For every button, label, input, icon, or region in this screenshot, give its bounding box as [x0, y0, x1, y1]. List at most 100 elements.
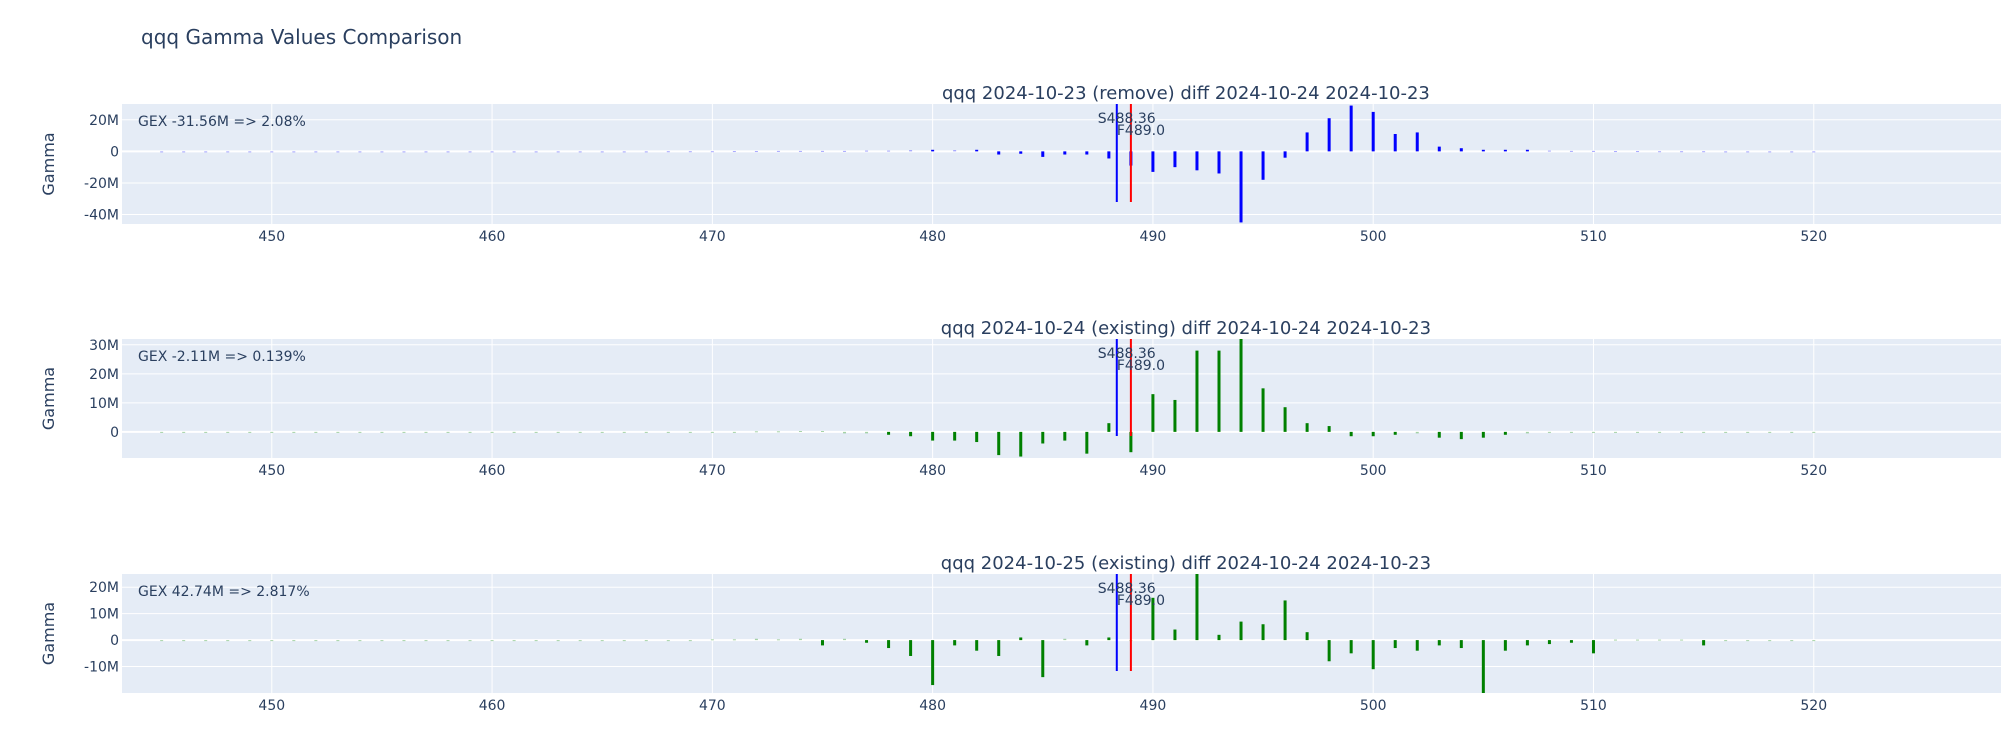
bar[interactable]: [798, 638, 802, 641]
bar[interactable]: [754, 638, 758, 641]
bar[interactable]: [226, 151, 230, 153]
bar[interactable]: [1680, 151, 1684, 153]
bar[interactable]: [622, 640, 626, 642]
bar[interactable]: [270, 640, 274, 642]
bar[interactable]: [1525, 431, 1529, 434]
bar[interactable]: [336, 151, 340, 153]
bar[interactable]: [1019, 151, 1023, 154]
bar[interactable]: [732, 431, 736, 433]
bar[interactable]: [1812, 431, 1816, 433]
bar[interactable]: [666, 431, 670, 433]
bar[interactable]: [1283, 151, 1287, 158]
bar[interactable]: [402, 431, 406, 433]
bar[interactable]: [1724, 431, 1728, 433]
bar[interactable]: [1636, 151, 1640, 153]
bar[interactable]: [1415, 640, 1419, 651]
bar[interactable]: [446, 431, 450, 433]
bar[interactable]: [1305, 132, 1309, 152]
bar[interactable]: [468, 151, 472, 153]
bar[interactable]: [688, 151, 692, 153]
bar[interactable]: [1107, 637, 1111, 641]
bar[interactable]: [1239, 621, 1243, 641]
bar[interactable]: [292, 151, 296, 153]
bar[interactable]: [710, 151, 714, 153]
bar[interactable]: [1724, 640, 1728, 642]
bar[interactable]: [798, 431, 802, 433]
bar[interactable]: [1746, 151, 1750, 153]
bar[interactable]: [270, 431, 274, 433]
bar[interactable]: [1812, 151, 1816, 153]
bar[interactable]: [512, 151, 516, 153]
bar[interactable]: [1261, 624, 1265, 641]
bar[interactable]: [1658, 639, 1662, 641]
bar[interactable]: [1173, 399, 1177, 432]
bar[interactable]: [600, 151, 604, 153]
bar[interactable]: [468, 640, 472, 642]
bar[interactable]: [732, 151, 736, 153]
bar[interactable]: [556, 431, 560, 433]
bar[interactable]: [1702, 151, 1706, 153]
bar[interactable]: [534, 431, 538, 433]
bar[interactable]: [358, 431, 362, 433]
bar[interactable]: [248, 151, 252, 153]
bar[interactable]: [1261, 151, 1265, 180]
bar[interactable]: [754, 431, 758, 433]
bar[interactable]: [1041, 151, 1045, 157]
bar[interactable]: [1768, 431, 1772, 433]
bar[interactable]: [424, 431, 428, 433]
bar[interactable]: [820, 150, 824, 152]
bar[interactable]: [1459, 640, 1463, 649]
bar[interactable]: [1768, 151, 1772, 153]
bar[interactable]: [1239, 339, 1243, 432]
bar[interactable]: [424, 640, 428, 642]
bar[interactable]: [1724, 151, 1728, 153]
bar[interactable]: [358, 151, 362, 153]
bar[interactable]: [644, 151, 648, 153]
bar[interactable]: [380, 640, 384, 642]
bar[interactable]: [314, 431, 318, 433]
bar[interactable]: [843, 431, 847, 434]
bar[interactable]: [1437, 431, 1441, 438]
bar[interactable]: [1481, 431, 1485, 438]
bar[interactable]: [160, 431, 164, 433]
bar[interactable]: [1393, 431, 1397, 435]
bar[interactable]: [182, 431, 186, 433]
bar[interactable]: [1107, 423, 1111, 432]
bar[interactable]: [1151, 394, 1155, 432]
bar[interactable]: [1327, 426, 1331, 432]
bar[interactable]: [556, 151, 560, 153]
bar[interactable]: [1636, 639, 1640, 641]
bar[interactable]: [975, 149, 979, 152]
bar[interactable]: [1437, 640, 1441, 646]
bar[interactable]: [931, 431, 935, 441]
bar[interactable]: [1305, 423, 1309, 432]
bar[interactable]: [1614, 151, 1618, 153]
bar[interactable]: [226, 431, 230, 433]
bar[interactable]: [1481, 640, 1485, 693]
bar[interactable]: [1459, 148, 1463, 152]
bar[interactable]: [1173, 629, 1177, 641]
bar[interactable]: [578, 431, 582, 433]
bar[interactable]: [1371, 431, 1375, 437]
bar[interactable]: [292, 640, 296, 642]
bar[interactable]: [688, 431, 692, 433]
bar[interactable]: [1349, 431, 1353, 437]
bar[interactable]: [1195, 350, 1199, 432]
bar[interactable]: [1658, 431, 1662, 433]
bar[interactable]: [1569, 431, 1573, 433]
bar[interactable]: [865, 431, 869, 434]
bar[interactable]: [204, 431, 208, 433]
bar[interactable]: [1085, 151, 1089, 155]
bar[interactable]: [160, 151, 164, 153]
bar[interactable]: [1746, 640, 1750, 642]
bar[interactable]: [1305, 632, 1309, 641]
bar[interactable]: [1591, 431, 1595, 433]
bar[interactable]: [1349, 640, 1353, 654]
bar[interactable]: [1503, 149, 1507, 152]
bar[interactable]: [204, 151, 208, 153]
bar[interactable]: [953, 150, 957, 152]
bar[interactable]: [468, 431, 472, 433]
bar[interactable]: [1327, 118, 1331, 152]
bar[interactable]: [887, 150, 891, 152]
bar[interactable]: [314, 151, 318, 153]
